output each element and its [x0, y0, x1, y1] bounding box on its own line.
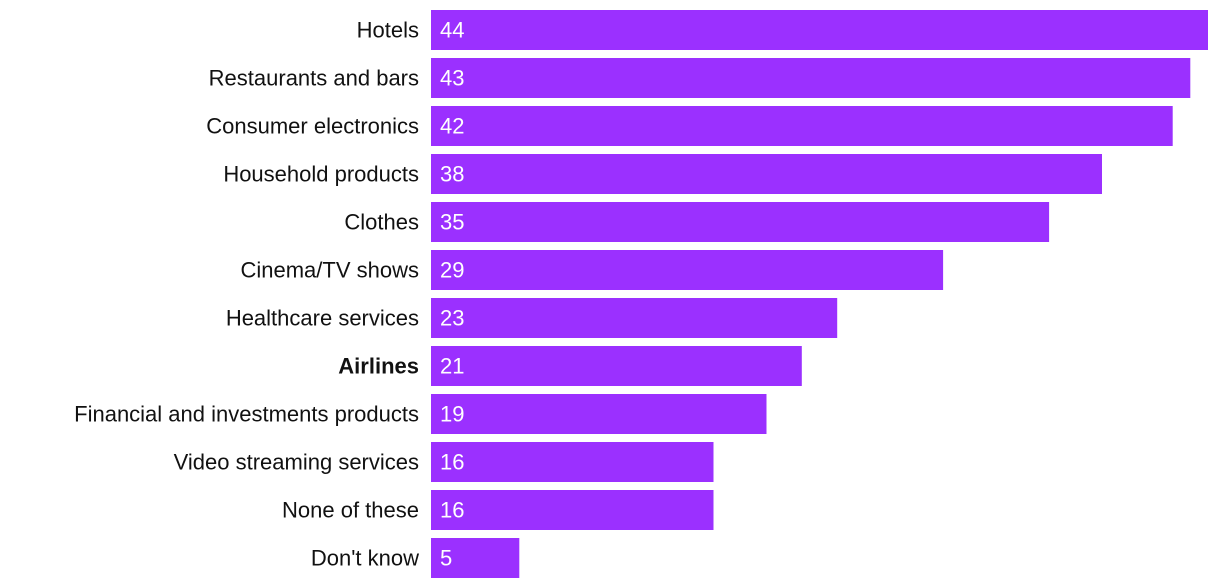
- category-label: Household products: [223, 162, 419, 187]
- category-label: None of these: [282, 498, 419, 523]
- category-label: Consumer electronics: [206, 114, 419, 139]
- bar-row: Consumer electronics 42: [206, 106, 1173, 146]
- category-label: Video streaming services: [174, 450, 419, 475]
- value-label: 38: [440, 162, 464, 187]
- value-label: 42: [440, 114, 464, 139]
- bar-row: Clothes 35: [344, 202, 1050, 242]
- bar-row: None of these 16: [282, 490, 714, 530]
- bar-row: Don't know 5: [311, 538, 520, 578]
- category-label: Airlines: [338, 354, 419, 379]
- category-label: Hotels: [357, 18, 419, 43]
- category-label: Clothes: [344, 210, 419, 235]
- bar-row: Airlines 21: [338, 346, 802, 386]
- bar-row: Household products 38: [223, 154, 1102, 194]
- category-label: Restaurants and bars: [209, 66, 419, 91]
- bar-row: Hotels 44: [357, 10, 1208, 50]
- value-label: 35: [440, 210, 464, 235]
- value-label: 19: [440, 402, 464, 427]
- bar: [431, 10, 1208, 50]
- bar: [431, 490, 714, 530]
- value-label: 44: [440, 18, 464, 43]
- category-label: Don't know: [311, 546, 419, 571]
- value-label: 43: [440, 66, 464, 91]
- value-label: 21: [440, 354, 464, 379]
- value-label: 23: [440, 306, 464, 331]
- category-label: Cinema/TV shows: [240, 258, 419, 283]
- bar-row: Video streaming services 16: [174, 442, 714, 482]
- bar: [431, 154, 1102, 194]
- category-label: Healthcare services: [226, 306, 419, 331]
- bar: [431, 394, 767, 434]
- bar-row: Restaurants and bars 43: [209, 58, 1191, 98]
- value-label: 16: [440, 450, 464, 475]
- value-label: 16: [440, 498, 464, 523]
- bar: [431, 202, 1050, 242]
- value-label: 5: [440, 546, 452, 571]
- bar: [431, 538, 520, 578]
- bar-row: Financial and investments products 19: [74, 394, 767, 434]
- bar-row: Cinema/TV shows 29: [240, 250, 944, 290]
- bar: [431, 58, 1191, 98]
- bar: [431, 106, 1173, 146]
- bar: [431, 346, 802, 386]
- bar: [431, 250, 944, 290]
- category-label: Financial and investments products: [74, 402, 419, 427]
- bar-row: Healthcare services 23: [226, 298, 838, 338]
- bar: [431, 298, 838, 338]
- value-label: 29: [440, 258, 464, 283]
- bar: [431, 442, 714, 482]
